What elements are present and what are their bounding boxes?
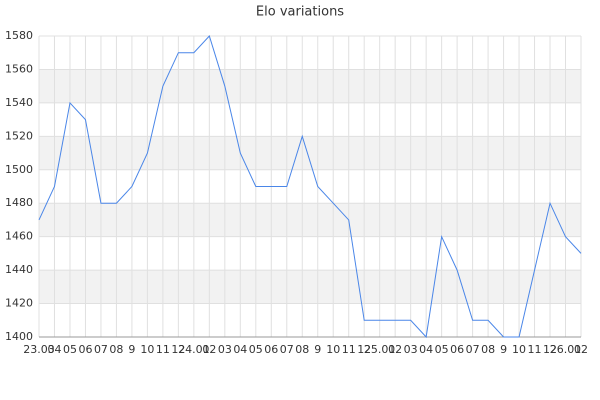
y-tick-label: 1560 xyxy=(5,62,33,75)
x-tick-label: 26.01 xyxy=(550,343,582,356)
x-tick-label: 08 xyxy=(109,343,123,356)
x-tick-label: 10 xyxy=(140,343,154,356)
x-tick-label: 10 xyxy=(326,343,340,356)
x-tick-label: 12 xyxy=(171,343,185,356)
x-tick-label: 02 xyxy=(202,343,216,356)
x-tick-label: 10 xyxy=(512,343,526,356)
line-series xyxy=(38,35,582,339)
x-tick-label: 08 xyxy=(481,343,495,356)
x-tick-label: 05 xyxy=(249,343,263,356)
y-tick-label: 1480 xyxy=(5,196,33,209)
x-tick-label: 9 xyxy=(128,343,135,356)
x-tick-label: 9 xyxy=(500,343,507,356)
x-tick-label: 11 xyxy=(156,343,170,356)
x-tick-label: 04 xyxy=(233,343,247,356)
x-tick-label: 02 xyxy=(388,343,402,356)
x-tick-label: 04 xyxy=(419,343,433,356)
grid-band xyxy=(39,69,581,103)
x-tick-label: 25.01 xyxy=(364,343,396,356)
y-tick-label: 1540 xyxy=(5,96,33,109)
y-tick-label: 1520 xyxy=(5,129,33,142)
x-tick-label: 07 xyxy=(280,343,294,356)
grid-band xyxy=(39,203,581,237)
x-tick-label: 06 xyxy=(264,343,278,356)
x-tick-label: 9 xyxy=(314,343,321,356)
x-tick-label: 04 xyxy=(47,343,61,356)
x-tick-label: 08 xyxy=(295,343,309,356)
y-tick-label: 1500 xyxy=(5,163,33,176)
y-tick-label: 1460 xyxy=(5,230,33,243)
chart-title: Elo variations xyxy=(256,5,344,20)
x-tick-label: 05 xyxy=(63,343,77,356)
x-tick-label: 03 xyxy=(218,343,232,356)
x-tick-label: 23.03 xyxy=(23,343,55,356)
grid-band xyxy=(39,136,581,170)
y-tick-label: 1400 xyxy=(5,330,33,343)
x-tick-label: 11 xyxy=(528,343,542,356)
x-tick-label: 06 xyxy=(78,343,92,356)
x-tick-label: 03 xyxy=(404,343,418,356)
x-tick-label: 24.01 xyxy=(178,343,210,356)
x-tick-label: 07 xyxy=(94,343,108,356)
grid-band xyxy=(39,270,581,304)
x-tick-label: 02 xyxy=(574,343,588,356)
y-tick-label: 1440 xyxy=(5,263,33,276)
x-tick-label: 05 xyxy=(435,343,449,356)
y-tick-label: 1580 xyxy=(5,29,33,42)
x-tick-label: 07 xyxy=(466,343,480,356)
x-tick-label: 06 xyxy=(450,343,464,356)
y-tick-label: 1420 xyxy=(5,297,33,310)
x-tick-label: 12 xyxy=(543,343,557,356)
x-tick-label: 11 xyxy=(342,343,356,356)
x-tick-label: 12 xyxy=(357,343,371,356)
